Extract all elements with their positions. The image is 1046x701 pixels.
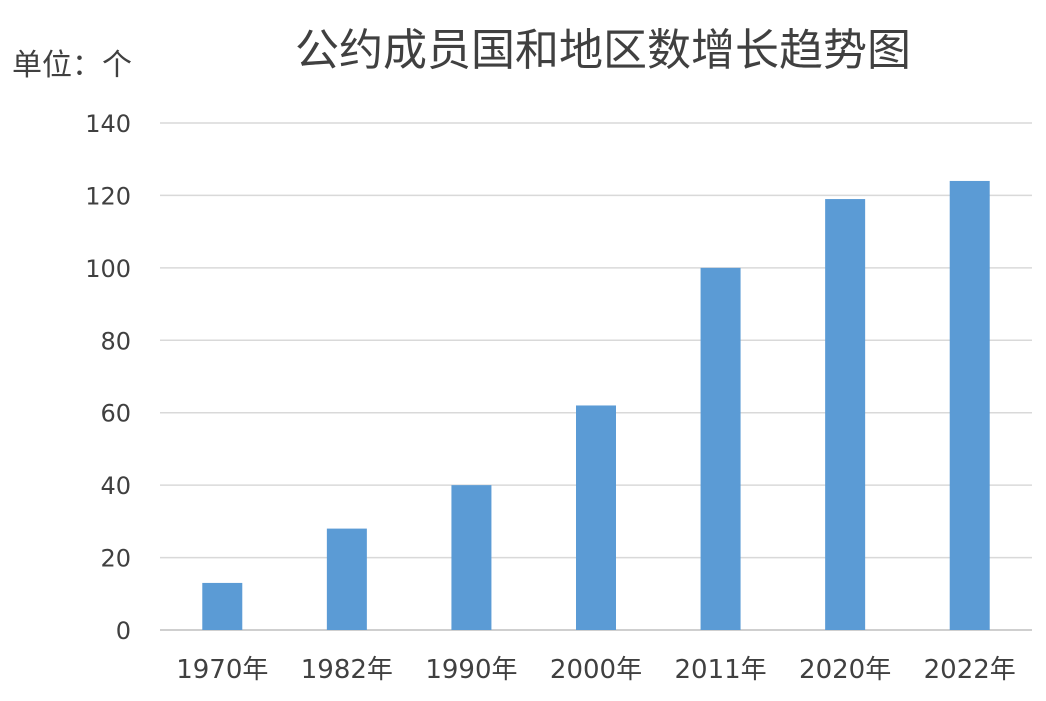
y-tick-label: 0 (116, 617, 131, 645)
y-tick-label: 40 (100, 472, 131, 500)
y-tick-label: 20 (100, 545, 131, 573)
bar (451, 485, 492, 630)
x-tick-label: 1982年 (301, 655, 393, 685)
x-tick-label: 2022年 (924, 655, 1016, 685)
chart-title: 公约成员国和地区数增长趋势图 (295, 25, 911, 76)
bar (700, 267, 741, 630)
bar (576, 405, 616, 630)
x-tick-label: 2020年 (799, 655, 891, 685)
y-tick-label: 80 (100, 327, 131, 355)
x-axis-ticks: 1970年 1982年 1990年 2000年 2011年 2020年 2022年 (176, 655, 1016, 685)
y-tick-label: 140 (85, 110, 131, 138)
bar (949, 180, 990, 630)
x-tick-label: 1970年 (176, 655, 268, 685)
y-tick-label: 100 (85, 255, 131, 283)
y-tick-label: 60 (100, 400, 131, 428)
x-tick-label: 1990年 (425, 655, 517, 685)
y-axis-ticks: 0 20 40 60 80 100 120 140 (85, 110, 131, 645)
bar (326, 528, 367, 630)
unit-label: 单位：个 (12, 48, 132, 83)
x-tick-label: 2011年 (674, 655, 766, 685)
y-tick-label: 120 (85, 182, 131, 210)
bars (202, 180, 990, 631)
bar (202, 582, 243, 630)
bar (825, 199, 866, 631)
x-tick-label: 2000年 (550, 655, 642, 685)
